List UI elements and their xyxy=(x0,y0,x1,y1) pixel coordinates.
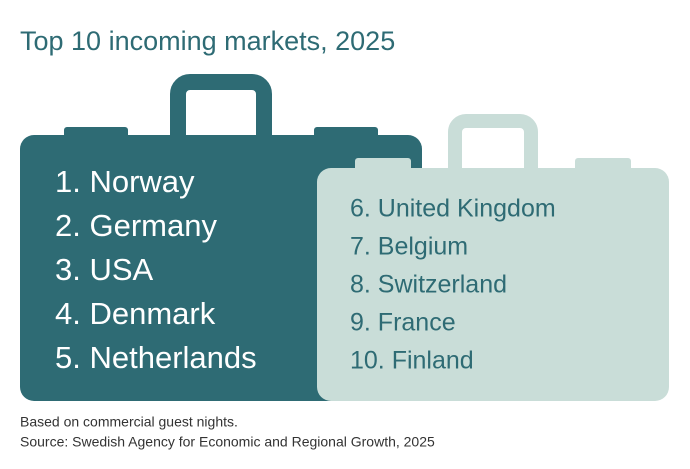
market-item: 6. United Kingdom xyxy=(350,195,556,223)
market-item: 7. Belgium xyxy=(350,233,468,261)
note: Based on commercial guest nights. xyxy=(20,414,238,430)
market-item: 4. Denmark xyxy=(55,296,216,331)
body xyxy=(317,168,669,401)
suitcase-light xyxy=(317,114,669,401)
note: Source: Swedish Agency for Economic and … xyxy=(20,434,435,450)
market-item: 5. Netherlands xyxy=(55,340,257,375)
market-item: 1. Norway xyxy=(55,164,195,199)
market-item: 10. Finland xyxy=(350,347,474,375)
market-item: 8. Switzerland xyxy=(350,271,507,299)
market-item: 9. France xyxy=(350,309,456,337)
title: Top 10 incoming markets, 2025 xyxy=(20,26,395,56)
market-item: 3. USA xyxy=(55,252,154,287)
lists: 1. Norway 2. Germany 3. USA 4. Denmark 5. Ne… xyxy=(55,164,556,375)
market-item: 2. Germany xyxy=(55,208,217,243)
